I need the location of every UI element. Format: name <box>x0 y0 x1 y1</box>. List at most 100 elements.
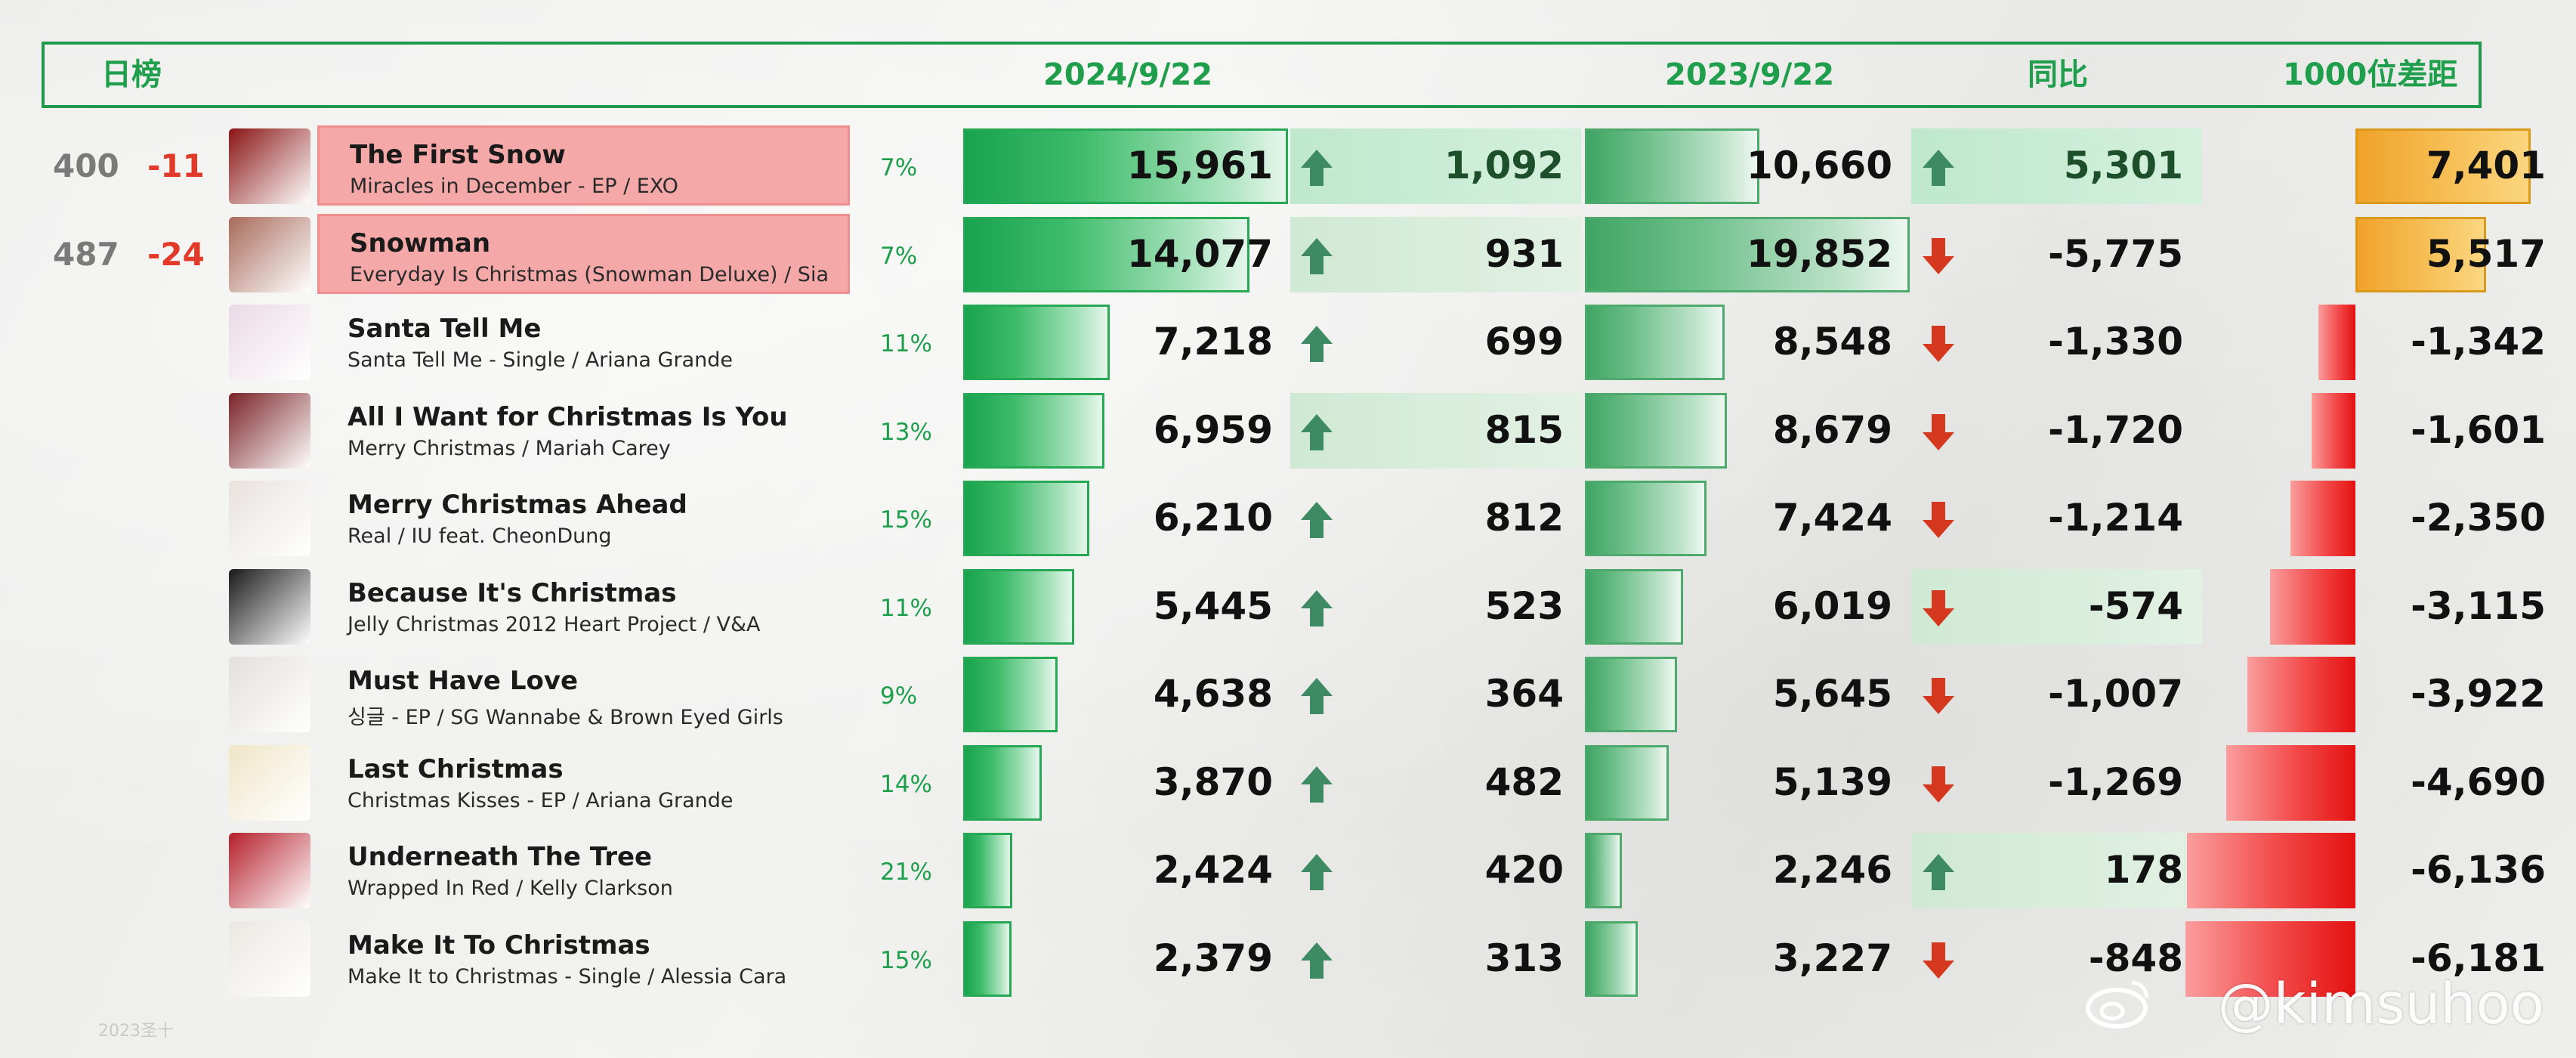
previous-value-bar <box>1585 920 1638 997</box>
arrow-up-icon <box>1301 854 1333 890</box>
arrow-down-icon <box>1923 326 1954 362</box>
yoy-value: 178 <box>2104 848 2183 892</box>
gap-to-1000-bar <box>2312 392 2355 469</box>
arrow-up-icon <box>1923 854 1954 890</box>
album-artist: Everyday Is Christmas (Snowman Deluxe) /… <box>350 262 829 286</box>
arrow-down-icon <box>1923 502 1954 538</box>
gap-to-1000-bar <box>2318 305 2355 380</box>
previous-value-label: 2,246 <box>1772 848 1892 892</box>
gap-header: 1000位差距 <box>2283 57 2458 92</box>
album-cover-image <box>229 744 310 821</box>
current-value-label: 2,424 <box>1153 848 1273 892</box>
daily-change-value: 420 <box>1484 848 1564 892</box>
percent-value: 13% <box>880 418 932 446</box>
yoy-highlight <box>1911 128 2202 204</box>
album-cover-image <box>229 216 310 292</box>
daily-change-value: 931 <box>1484 231 1564 276</box>
arrow-down-icon <box>1923 237 1954 274</box>
arrow-up-icon <box>1301 942 1333 979</box>
rank-value: 487 <box>53 235 119 273</box>
song-info: All I Want for Christmas Is You Merry Chr… <box>317 390 850 470</box>
daily-change-value: 815 <box>1484 407 1564 452</box>
table-row: Because It's Christmas Jelly Christmas 20… <box>0 566 2576 648</box>
current-value-label: 15,961 <box>1127 144 1273 187</box>
gap-to-1000-value: -1,601 <box>2411 407 2546 452</box>
daily-change-value: 523 <box>1484 583 1564 628</box>
arrow-up-icon <box>1923 150 1954 186</box>
percent-value: 15% <box>880 506 932 534</box>
yoy-highlight <box>1911 833 2202 908</box>
current-date-header: 2024/9/22 <box>1043 57 1213 92</box>
album-artist: Real / IU feat. CheonDung <box>347 524 612 548</box>
album-artist: Merry Christmas / Mariah Carey <box>347 436 671 460</box>
daily-change-highlight <box>1290 128 1581 204</box>
table-row: 400 -11 The First Snow Miracles in December… <box>0 125 2576 207</box>
previous-value-bar <box>1585 216 1910 292</box>
album-cover-image <box>229 920 310 997</box>
song-info: Last Christmas Christmas Kisses - EP / Ar… <box>317 742 850 822</box>
album-cover-image <box>229 392 310 469</box>
current-value-bar <box>963 833 1012 908</box>
previous-value-label: 19,852 <box>1747 231 1892 276</box>
previous-value-bar <box>1585 744 1669 821</box>
table-row: Make It To Christmas Make It to Christmas… <box>0 918 2576 1000</box>
arrow-down-icon <box>1923 942 1954 979</box>
percent-value: 7% <box>880 242 918 270</box>
previous-value-label: 3,227 <box>1772 936 1892 980</box>
previous-date-header: 2023/9/22 <box>1665 57 1835 92</box>
current-value-bar <box>963 481 1089 556</box>
current-value-label: 7,218 <box>1153 320 1273 363</box>
footnote: 2023圣十 <box>98 1022 174 1041</box>
previous-value-bar <box>1585 128 1759 204</box>
album-artist: Santa Tell Me - Single / Ariana Grande <box>347 348 733 372</box>
percent-value: 15% <box>880 946 932 974</box>
chart-label: 日榜 <box>101 57 162 92</box>
percent-value: 11% <box>880 594 932 622</box>
song-title: Merry Christmas Ahead <box>347 490 687 520</box>
header-bar: 日榜 2024/9/22 2023/9/22 同比 1000位差距 <box>42 42 2482 108</box>
song-title: Because It's Christmas <box>347 577 677 608</box>
previous-value-bar <box>1585 392 1727 469</box>
gap-to-1000-value: -4,690 <box>2411 759 2546 804</box>
gap-to-1000-bar <box>2290 481 2355 556</box>
gap-to-1000-value: -2,350 <box>2411 496 2546 540</box>
yoy-value: 5,301 <box>2063 144 2183 187</box>
album-cover-image <box>229 481 310 556</box>
daily-change-value: 482 <box>1484 759 1564 804</box>
song-info: Merry Christmas Ahead Real / IU feat. Che… <box>317 478 850 558</box>
song-info: Snowman Everyday Is Christmas (Snowman De… <box>317 213 850 294</box>
weibo-logo-icon <box>2086 980 2149 1029</box>
percent-value: 14% <box>880 770 932 798</box>
previous-value-label: 5,139 <box>1772 759 1892 804</box>
daily-change-value: 812 <box>1484 496 1564 540</box>
gap-to-1000-value: -3,922 <box>2411 672 2546 716</box>
album-cover-image <box>229 128 310 204</box>
daily-change-highlight <box>1290 392 1581 469</box>
yoy-header: 同比 <box>2028 57 2088 92</box>
song-title: Underneath The Tree <box>347 842 653 872</box>
current-value-label: 6,210 <box>1153 496 1273 540</box>
previous-value-label: 8,679 <box>1772 407 1892 452</box>
gap-to-1000-value: -1,342 <box>2411 320 2546 363</box>
current-value-label: 3,870 <box>1153 759 1273 804</box>
album-cover-image <box>229 657 310 732</box>
arrow-up-icon <box>1301 502 1333 538</box>
song-info: Make It To Christmas Make It to Christmas… <box>317 918 850 998</box>
album-artist: Christmas Kisses - EP / Ariana Grande <box>347 788 734 812</box>
song-title: The First Snow <box>350 140 566 170</box>
watermark-handle: @kimsuhoo <box>2217 972 2544 1037</box>
song-info: The First Snow Miracles in December - EP … <box>317 125 850 206</box>
arrow-up-icon <box>1301 150 1333 186</box>
song-info: Must Have Love 싱글 - EP / SG Wannabe & Bro… <box>317 654 850 734</box>
arrow-down-icon <box>1923 589 1954 626</box>
arrow-up-icon <box>1301 766 1333 803</box>
current-value-bar <box>963 305 1110 380</box>
previous-value-bar <box>1585 305 1725 380</box>
table-row: All I Want for Christmas Is You Merry Chr… <box>0 390 2576 472</box>
album-artist: 싱글 - EP / SG Wannabe & Brown Eyed Girls <box>347 706 783 729</box>
daily-change-value: 699 <box>1484 320 1564 363</box>
song-info: Because It's Christmas Jelly Christmas 20… <box>317 566 850 646</box>
yoy-highlight <box>1911 568 2202 645</box>
percent-value: 7% <box>880 154 918 181</box>
rank-change-value: -24 <box>147 235 205 273</box>
